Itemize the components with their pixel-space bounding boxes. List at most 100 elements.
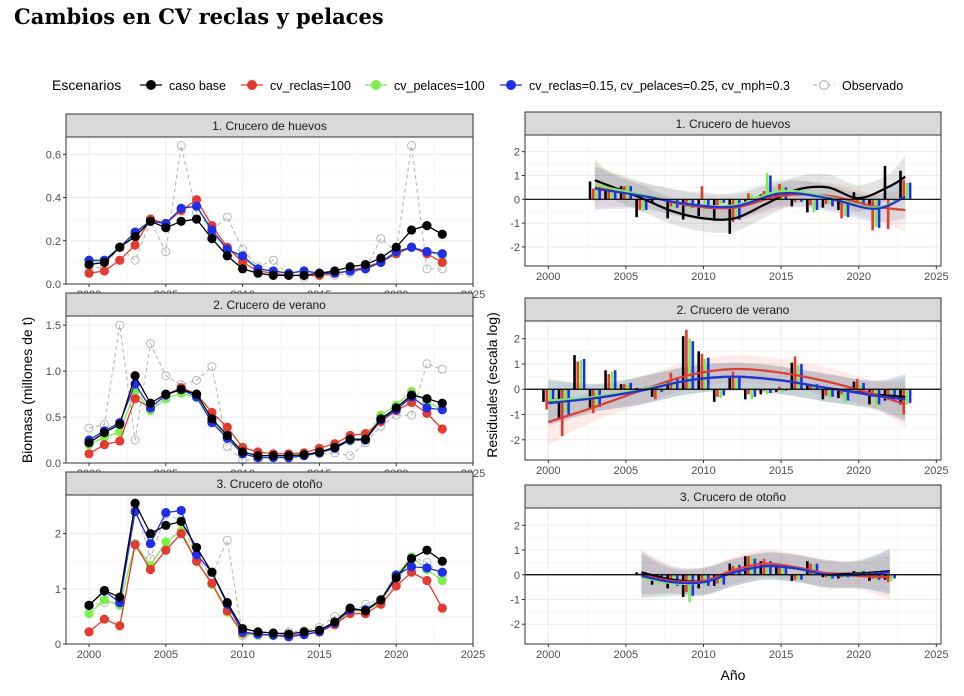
data-point	[115, 592, 125, 602]
residual-bar	[775, 389, 778, 392]
x-tick-label: 2015	[769, 271, 793, 283]
data-point	[253, 451, 263, 461]
data-point-observed	[222, 212, 232, 222]
residual-bar	[672, 380, 676, 390]
residual-bar	[905, 182, 909, 200]
residual-bar	[635, 572, 638, 575]
x-tick-label: 2005	[614, 465, 638, 477]
residual-bar	[738, 199, 741, 220]
data-point	[376, 414, 386, 424]
y-tick-label: 0.2	[46, 236, 61, 248]
data-point	[207, 234, 217, 244]
biomass-panel: 3. Crucero de otoño 0 1 2 2000 2005 2010 2015 20…	[55, 471, 485, 661]
residual-bar	[722, 199, 726, 203]
data-point	[130, 371, 140, 381]
residual-bar	[604, 188, 607, 200]
confidence-band	[594, 163, 906, 222]
data-point-observed	[130, 435, 140, 445]
y-tick-label: 1.5	[46, 320, 61, 332]
data-point	[422, 575, 432, 586]
x-tick-label: 2010	[230, 649, 254, 661]
data-point	[238, 257, 248, 267]
data-point	[299, 450, 309, 460]
data-point	[176, 516, 186, 527]
residual-bar	[747, 193, 750, 200]
residual-bar	[728, 199, 732, 234]
data-point	[391, 573, 401, 583]
data-point-observed	[407, 141, 417, 151]
data-point	[238, 623, 248, 634]
legend-item: cv_reclas=100	[241, 79, 351, 93]
data-point	[84, 268, 94, 278]
right-y-axis-title: Residuales (escala log)	[484, 312, 500, 458]
data-point-observed	[268, 255, 278, 265]
data-point	[145, 398, 156, 408]
data-point	[145, 529, 156, 539]
residual-bar	[824, 574, 828, 578]
residual-bar	[685, 329, 688, 390]
data-point	[345, 262, 355, 272]
residual-bar	[793, 356, 797, 390]
residual-bar	[681, 199, 685, 220]
residual-bar	[868, 574, 871, 581]
y-tick-label: 1	[55, 584, 61, 596]
data-point	[437, 398, 447, 408]
residual-bar	[893, 389, 896, 400]
residual-bar	[613, 370, 617, 390]
residual-bar	[824, 389, 828, 396]
residual-bar	[759, 561, 763, 575]
residual-bar	[595, 187, 598, 200]
y-tick-label: 0.6	[46, 149, 61, 161]
residual-bar	[635, 387, 638, 390]
residual-bar	[681, 336, 685, 390]
legend-label: cv_reclas=100	[270, 79, 351, 93]
data-point	[406, 242, 417, 252]
residual-bar	[846, 199, 850, 218]
residual-bar	[626, 384, 629, 390]
y-tick-label: 0	[55, 639, 61, 651]
residual-bar	[815, 563, 819, 575]
data-point	[222, 430, 232, 441]
biomass-panel: 1. Crucero de huevos0.00.20.40.620002005…	[46, 113, 485, 301]
residual-bar	[831, 199, 834, 207]
data-point	[437, 249, 447, 259]
residual-bar	[840, 389, 843, 395]
residual-bar	[700, 186, 704, 200]
data-point	[376, 253, 386, 263]
y-tick-label: 0	[514, 384, 520, 396]
confidence-band	[594, 155, 906, 233]
residual-bar	[728, 376, 732, 390]
data-point	[238, 447, 248, 457]
data-point	[422, 246, 432, 257]
data-point	[330, 266, 340, 276]
x-tick-label: 2015	[307, 649, 331, 661]
residual-bar	[545, 389, 548, 410]
y-tick-label: -1	[510, 218, 520, 230]
data-point	[314, 447, 325, 457]
residual-bar	[781, 564, 785, 575]
x-tick-label: 2015	[769, 649, 793, 661]
residual-bar	[716, 199, 719, 206]
data-point	[99, 440, 109, 450]
data-point	[161, 223, 171, 233]
data-point	[422, 403, 432, 413]
data-point	[222, 598, 232, 608]
data-point	[314, 268, 325, 278]
residual-bar	[703, 358, 707, 390]
data-point	[84, 438, 94, 448]
residual-bar	[790, 362, 794, 390]
data-point	[376, 595, 386, 605]
residual-bar	[691, 574, 695, 596]
legend-key-point	[506, 80, 516, 90]
data-point	[84, 259, 94, 270]
residual-bar	[707, 357, 710, 390]
residual-bar	[843, 389, 847, 402]
data-point	[207, 225, 217, 235]
y-tick-label: -1	[510, 594, 520, 606]
residual-bar	[551, 389, 555, 401]
x-tick-label: 2000	[536, 271, 560, 283]
residual-bar	[890, 389, 893, 400]
x-tick-label: 2000	[77, 649, 101, 661]
x-tick-label: 2000	[536, 649, 560, 661]
